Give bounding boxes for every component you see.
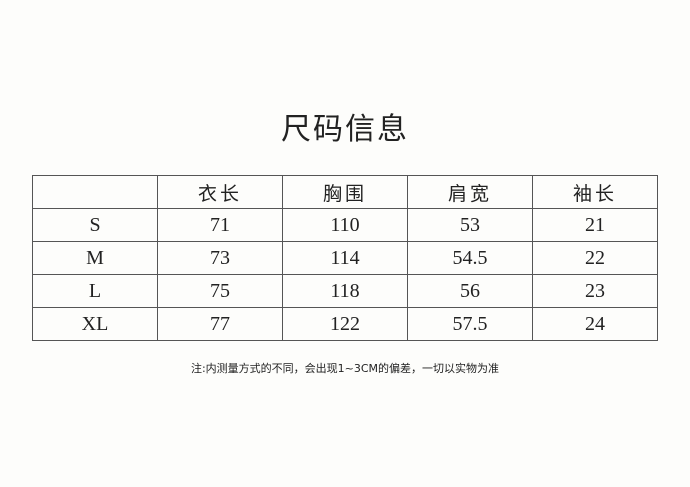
header-cell	[32, 175, 158, 209]
table-cell: 71	[157, 208, 283, 242]
header-cell: 肩宽	[407, 175, 533, 209]
table-cell: 73	[157, 241, 283, 275]
table-row: XL 77 122 57.5 24	[32, 307, 658, 341]
table-cell: 122	[282, 307, 408, 341]
table-cell: 118	[282, 274, 408, 308]
size-cell: S	[32, 208, 158, 242]
size-table: 衣长 胸围 肩宽 袖长 S 71 110 53 21 M 73 114 54.5…	[32, 175, 658, 341]
table-cell: 22	[532, 241, 658, 275]
table-cell: 53	[407, 208, 533, 242]
page-title: 尺码信息	[281, 112, 409, 147]
table-row: M 73 114 54.5 22	[32, 241, 658, 275]
table-cell: 56	[407, 274, 533, 308]
size-cell: L	[32, 274, 158, 308]
table-row: L 75 118 56 23	[32, 274, 658, 308]
table-cell: 54.5	[407, 241, 533, 275]
measurement-note: 注:内测量方式的不同，会出现1~3CM的偏差，一切以实物为准	[190, 362, 500, 375]
size-cell: XL	[32, 307, 158, 341]
size-cell: M	[32, 241, 158, 275]
table-cell: 110	[282, 208, 408, 242]
table-cell: 24	[532, 307, 658, 341]
header-cell: 胸围	[282, 175, 408, 209]
table-cell: 21	[532, 208, 658, 242]
table-row: S 71 110 53 21	[32, 208, 658, 242]
table-cell: 114	[282, 241, 408, 275]
header-cell: 衣长	[157, 175, 283, 209]
table-cell: 57.5	[407, 307, 533, 341]
table-cell: 75	[157, 274, 283, 308]
table-cell: 23	[532, 274, 658, 308]
header-cell: 袖长	[532, 175, 658, 209]
table-cell: 77	[157, 307, 283, 341]
table-header-row: 衣长 胸围 肩宽 袖长	[32, 175, 658, 209]
